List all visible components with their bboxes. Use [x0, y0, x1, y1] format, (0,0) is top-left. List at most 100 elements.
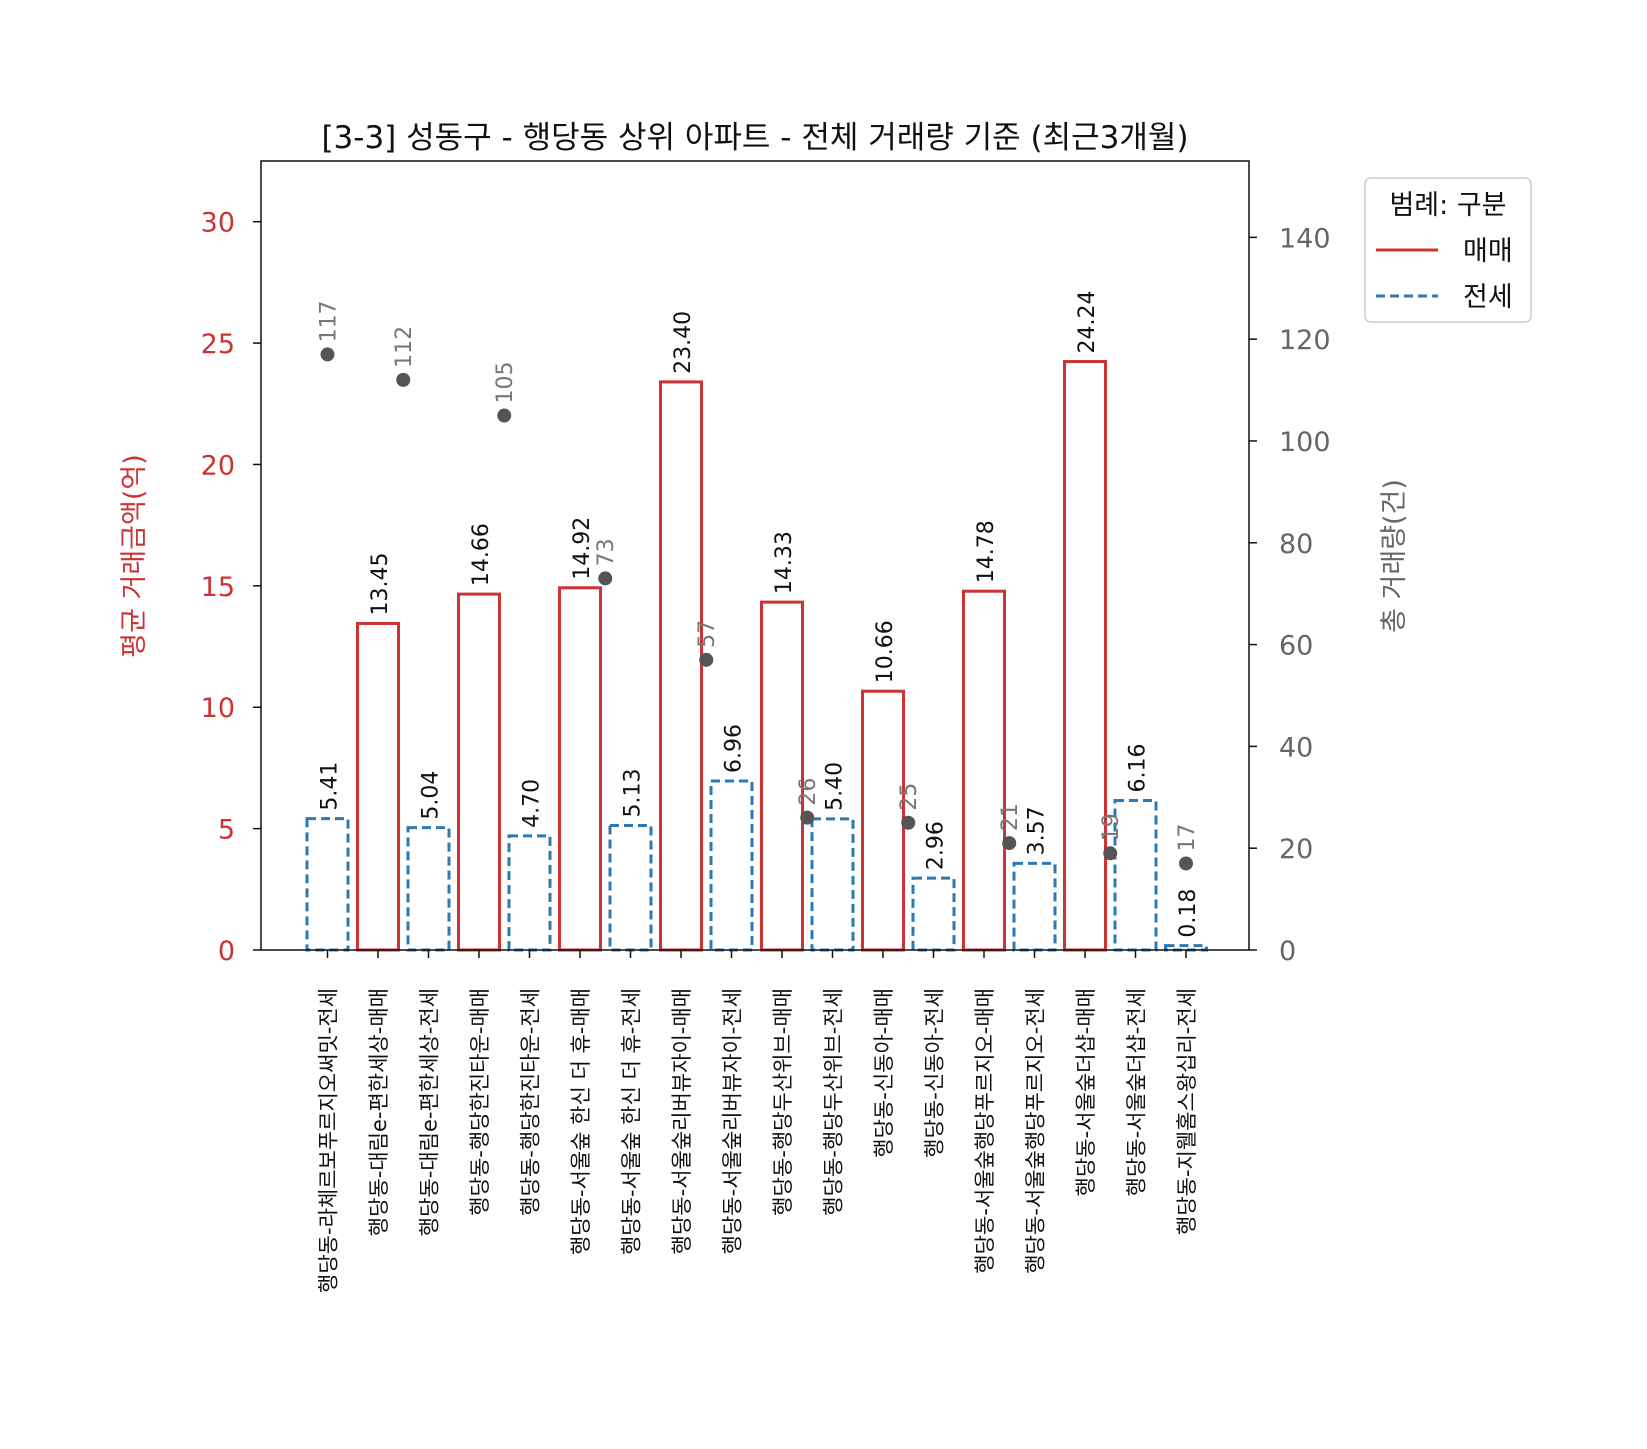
bar-11 [861, 689, 905, 952]
volume-label-6: 25 [897, 783, 922, 811]
bar-17 [1164, 944, 1208, 952]
bar-value-label-6: 5.13 [621, 768, 646, 817]
volume-point-4 [699, 652, 714, 667]
right-axis-label: 총 거래량(건) [1379, 479, 1410, 633]
right-tick-label-4: 80 [1279, 529, 1313, 560]
volume-point-9 [1179, 856, 1193, 871]
bar-2 [406, 826, 451, 952]
right-tick-label-3: 60 [1279, 631, 1313, 662]
x-tick-label-5: 행당동-서울숲 한신 더 휴-매매 [569, 988, 593, 1255]
bar-6 [608, 823, 653, 952]
bar-value-label-12: 2.96 [924, 821, 949, 870]
left-axis-ticks: 0 5 10 15 20 25 30 [201, 208, 261, 967]
legend-title: 범례: 구분 [1389, 190, 1506, 221]
left-tick-label-4: 20 [201, 450, 235, 481]
left-tick-label-6: 30 [201, 208, 235, 239]
bar-value-label-10: 5.40 [823, 762, 848, 811]
bar-value-label-1: 13.45 [368, 552, 393, 615]
bar-7 [659, 380, 703, 952]
right-tick-label-1: 20 [1279, 834, 1313, 865]
volume-point-2 [497, 408, 512, 423]
bar-value-label-0: 5.41 [318, 762, 343, 811]
x-tick-label-8: 행당동-서울숲리버뷰자이-전세 [721, 988, 745, 1254]
bar-value-label-8: 6.96 [722, 724, 747, 773]
x-tick-label-1: 행당동-대림e-편한세상-매매 [367, 988, 391, 1236]
x-tick-label-0: 행당동-라체르보푸르지오써밋-전세 [317, 988, 341, 1293]
chart-title: [3-3] 성동구 - 행당동 상위 아파트 - 전체 거래량 기준 (최근3개… [321, 120, 1188, 156]
bar-10 [810, 817, 855, 952]
bar-value-label-2: 5.04 [419, 771, 444, 820]
bar-value-labels: 5.41 13.45 5.04 14.66 4.70 14.92 5.13 23.40 6.96… [318, 291, 1202, 938]
bar-1 [356, 621, 400, 952]
bar-3 [457, 592, 501, 952]
bar-12 [911, 876, 956, 952]
volume-label-0: 117 [317, 300, 342, 342]
right-tick-label-0: 0 [1279, 936, 1296, 967]
bar-4 [507, 834, 552, 952]
bar-15 [1063, 360, 1107, 952]
bar-value-label-11: 10.66 [873, 620, 898, 683]
volume-point-7 [1002, 836, 1017, 851]
bar-9 [760, 600, 804, 952]
x-tick-label-4: 행당동-행당한진타운-전세 [519, 988, 543, 1216]
bar-5 [558, 586, 602, 952]
x-tick-label-6: 행당동-서울숲 한신 더 휴-전세 [620, 988, 644, 1255]
left-tick-label-1: 5 [218, 815, 235, 846]
bars [305, 360, 1208, 952]
volume-point-5 [800, 810, 815, 825]
bar-value-label-3: 14.66 [469, 523, 494, 586]
x-tick-label-14: 행당동-서울숲행당푸르지오-전세 [1024, 988, 1048, 1274]
volume-point-0 [320, 347, 335, 362]
left-tick-label-5: 25 [201, 329, 235, 360]
bar-14 [1012, 861, 1057, 952]
legend-label-jeonse: 전세 [1463, 282, 1513, 313]
volume-point-3 [598, 571, 613, 586]
legend-label-sale: 매매 [1463, 236, 1513, 267]
bar-value-label-14: 3.57 [1025, 806, 1050, 855]
volume-points: 117 112 105 73 57 26 25 21 19 17 [317, 300, 1200, 871]
x-tick-label-9: 행당동-행당두산위브-매매 [771, 988, 795, 1216]
volume-label-3: 73 [594, 538, 619, 566]
left-tick-label-3: 15 [201, 572, 235, 603]
left-tick-label-2: 10 [201, 693, 235, 724]
volume-label-7: 21 [998, 803, 1023, 831]
bar-value-label-13: 14.78 [974, 520, 999, 583]
legend-box [1364, 177, 1532, 323]
volume-label-5: 26 [796, 778, 821, 806]
right-tick-label-2: 40 [1279, 732, 1313, 763]
volume-label-9: 17 [1175, 823, 1200, 851]
bar-0 [305, 817, 350, 952]
volume-point-6 [901, 815, 916, 830]
x-tick-label-16: 행당동-서울숲더샵-전세 [1125, 988, 1149, 1196]
right-tick-label-7: 140 [1279, 223, 1331, 254]
x-tick-label-7: 행당동-서울숲리버뷰자이-매매 [670, 988, 694, 1254]
bar-value-label-4: 4.70 [520, 779, 545, 828]
bar-13 [962, 589, 1006, 952]
bar-value-label-7: 23.40 [671, 311, 696, 374]
left-tick-label-0: 0 [218, 936, 235, 967]
volume-label-4: 57 [695, 620, 720, 648]
right-axis-ticks: 0 20 40 60 80 100 120 140 [1249, 223, 1331, 967]
bar-value-label-15: 24.24 [1075, 291, 1100, 354]
volume-point-8 [1103, 846, 1118, 861]
x-tick-label-12: 행당동-신동아-전세 [923, 988, 947, 1158]
right-tick-label-6: 120 [1279, 325, 1331, 356]
x-tick-label-3: 행당동-행당한진타운-매매 [468, 988, 492, 1216]
x-axis-ticks: 행당동-라체르보푸르지오써밋-전세 행당동-대림e-편한세상-매매 행당동-대림e-… [317, 950, 1199, 1293]
volume-label-2: 105 [493, 362, 518, 404]
x-tick-label-11: 행당동-신동아-매매 [872, 988, 896, 1158]
volume-label-8: 19 [1099, 813, 1124, 841]
x-tick-label-13: 행당동-서울숲행당푸르지오-매매 [973, 988, 997, 1274]
bar-8 [709, 779, 754, 952]
left-axis-label: 평균 거래금액(억) [119, 454, 150, 658]
x-tick-label-10: 행당동-행당두산위브-전세 [822, 988, 846, 1216]
bar-value-label-9: 14.33 [772, 531, 797, 594]
bar-value-label-5: 14.92 [570, 517, 595, 580]
right-tick-label-5: 100 [1279, 427, 1331, 458]
plot-frame [260, 160, 1250, 951]
x-tick-label-17: 행당동-지웰홈스왕십리-전세 [1175, 988, 1199, 1235]
x-tick-label-2: 행당동-대림e-편한세상-전세 [418, 988, 442, 1236]
bar-value-label-16: 6.16 [1126, 743, 1151, 792]
volume-label-1: 112 [392, 326, 417, 368]
